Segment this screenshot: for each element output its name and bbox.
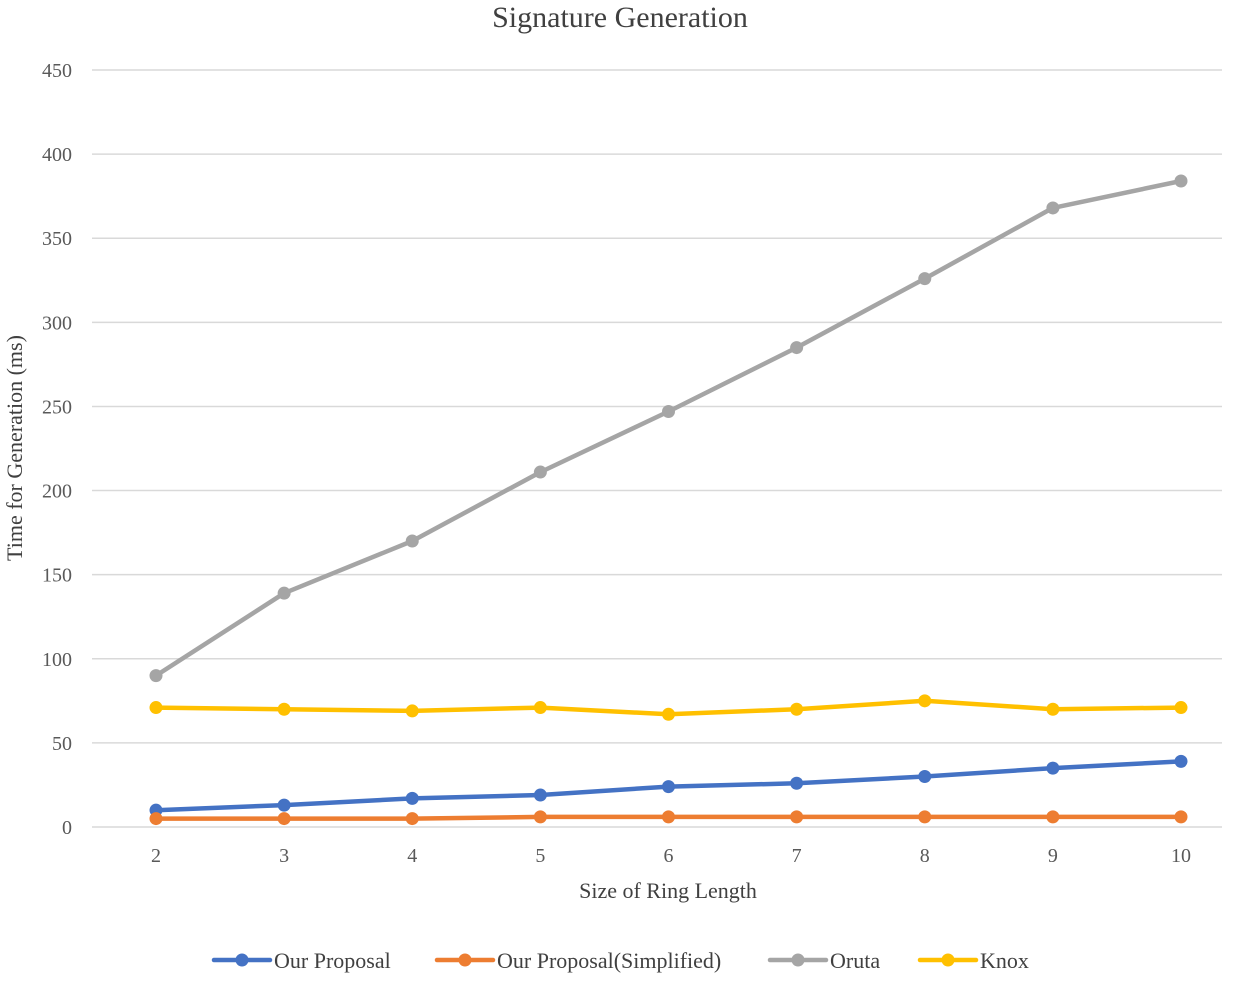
series-line (153, 178, 1184, 678)
x-tick-label: 5 (535, 845, 545, 867)
legend-label: Our Proposal(Simplified) (497, 948, 721, 973)
y-tick-label: 100 (42, 649, 72, 671)
data-point (918, 770, 932, 784)
y-tick-label: 50 (52, 733, 72, 755)
legend-item: Our Proposal(Simplified) (434, 948, 721, 973)
chart-title: Signature Generation (492, 1, 748, 34)
data-point (918, 272, 932, 286)
legend-swatch-marker (235, 953, 249, 967)
legend-label: Our Proposal (274, 948, 391, 973)
data-point (405, 812, 419, 826)
data-point (1046, 810, 1060, 824)
data-point (918, 694, 932, 708)
x-tick-label: 8 (920, 845, 930, 867)
data-point (533, 788, 547, 802)
legend-swatch-marker (791, 953, 805, 967)
data-point (533, 465, 547, 479)
data-point (790, 702, 804, 716)
series-lines (149, 174, 1188, 826)
data-point (918, 810, 932, 824)
y-tick-label: 200 (42, 481, 72, 503)
data-point (662, 810, 675, 824)
legend-item: Our Proposal (211, 948, 391, 973)
x-axis-ticks: 2 3 4 5 6 7 8 9 10 (151, 845, 1191, 867)
data-point (277, 798, 291, 812)
legend: Our Proposal Our Proposal(Simplified) Orut… (211, 948, 1029, 973)
data-point (405, 704, 419, 718)
y-tick-label: 0 (62, 817, 72, 839)
legend-swatch-marker (941, 953, 955, 967)
x-tick-label: 9 (1048, 845, 1058, 867)
data-point (1174, 701, 1188, 715)
series-4 (149, 694, 1188, 721)
data-point (1174, 810, 1188, 824)
x-tick-label: 4 (407, 845, 417, 867)
data-point (1046, 761, 1060, 775)
y-tick-label: 400 (42, 144, 72, 166)
y-axis-label: Time for Generation (ms) (2, 335, 27, 561)
x-axis-label: Size of Ring Length (579, 878, 757, 903)
data-point (662, 780, 675, 794)
data-point (533, 701, 547, 715)
y-tick-label: 300 (42, 312, 72, 334)
x-tick-label: 2 (151, 845, 161, 867)
y-axis-ticks: 0 50 100 150 200 250 300 350 400 450 (42, 60, 72, 839)
legend-item: Knox (917, 948, 1029, 973)
series-3 (149, 174, 1188, 683)
x-tick-label: 10 (1171, 845, 1191, 867)
data-point (662, 707, 675, 721)
data-point (405, 791, 419, 805)
legend-item: Oruta (767, 948, 880, 973)
legend-label: Knox (980, 948, 1029, 973)
y-tick-label: 150 (42, 565, 72, 587)
data-point (277, 586, 291, 600)
gridlines (92, 69, 1222, 828)
data-point (149, 701, 163, 715)
y-tick-label: 450 (42, 60, 72, 82)
x-tick-label: 7 (792, 845, 802, 867)
data-point (277, 812, 291, 826)
x-tick-label: 6 (664, 845, 674, 867)
series-2 (149, 810, 1188, 826)
data-point (1046, 702, 1060, 716)
series-1 (149, 754, 1188, 817)
y-tick-label: 350 (42, 228, 72, 250)
data-point (1046, 201, 1060, 215)
x-tick-label: 3 (279, 845, 289, 867)
legend-swatch-marker (458, 953, 472, 967)
data-point (1174, 174, 1188, 188)
data-point (1174, 754, 1188, 768)
data-point (790, 810, 804, 824)
data-point (149, 812, 163, 826)
data-point (533, 810, 547, 824)
data-point (790, 341, 804, 355)
data-point (405, 534, 419, 548)
legend-label: Oruta (830, 948, 880, 973)
data-point (149, 669, 163, 683)
y-tick-label: 250 (42, 396, 72, 418)
data-point (662, 404, 675, 418)
data-point (790, 776, 804, 790)
data-point (277, 702, 291, 716)
